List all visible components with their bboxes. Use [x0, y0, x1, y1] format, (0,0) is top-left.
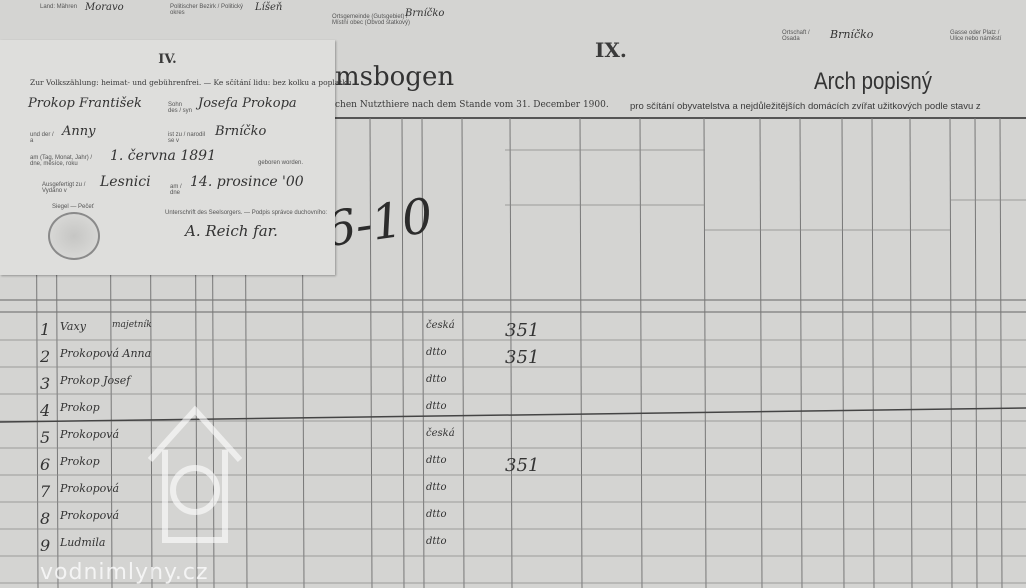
column-line: [579, 117, 583, 588]
row-number: 3: [40, 374, 51, 393]
annotation: 351: [505, 455, 540, 476]
column-line: [509, 117, 513, 588]
slip-name: Prokop František: [28, 96, 142, 111]
czech-title: Arch popisný: [814, 68, 932, 95]
column-line: [639, 117, 643, 588]
column-line: [841, 117, 845, 588]
language: dtto: [426, 509, 447, 520]
person-name: Prokop: [60, 455, 100, 468]
row-number: 7: [40, 482, 51, 501]
birth-certificate-slip: IV. Zur Volkszählung: heimat- und gebühr…: [0, 40, 354, 275]
column-line: [909, 117, 913, 588]
slip-birthdate: 1. června 1891: [110, 148, 216, 164]
commune-value: Brníčko: [405, 8, 445, 19]
person-name: Prokopová: [60, 482, 120, 495]
person-name: Prokopová: [60, 428, 120, 441]
slip-issued-date-label: am / dne: [170, 184, 182, 196]
column-line: [759, 117, 763, 588]
person-name: Ludmila: [60, 536, 106, 549]
person-name: Prokopová: [60, 509, 120, 522]
seal-label: Siegel — Pečeť: [52, 204, 94, 210]
table-row: 6 Prokop dtto 351: [0, 453, 1026, 480]
row-number: 1: [40, 320, 51, 339]
annotation: 351: [505, 320, 540, 341]
slip-birthplace: Brníčko: [215, 124, 267, 139]
column-line: [799, 117, 803, 588]
district-label: Politischer Bezirk / Politický okres: [170, 4, 244, 16]
place-label: Ortschaft / Osada: [782, 30, 810, 42]
row-number: 9: [40, 536, 51, 555]
slip-number: IV.: [158, 52, 177, 67]
language: česká: [426, 320, 455, 331]
language: dtto: [426, 455, 447, 466]
table-row: 1 Vaxy majetník česká 351: [0, 318, 1026, 345]
table-row: 2 Prokopová Anna dtto 351: [0, 345, 1026, 372]
language: dtto: [426, 401, 447, 412]
relationship: majetník: [112, 320, 152, 330]
slip-son-label: Sohn des / syn: [168, 102, 193, 114]
column-line: [369, 117, 373, 588]
german-title: msbogen: [335, 62, 455, 92]
table-row: 5 Prokopová česká: [0, 426, 1026, 453]
row-number: 8: [40, 509, 51, 528]
commune-label: Ortsgemeinde (Gutsgebiet) / Místní obec …: [332, 14, 411, 26]
language: dtto: [426, 482, 447, 493]
slip-mother-label: und der / a: [30, 132, 54, 144]
district-value: Líšeň: [255, 2, 283, 13]
column-line: [974, 117, 978, 588]
czech-subtitle: pro sčítání obyvatelstva a nejdůležitějš…: [630, 101, 981, 112]
strike-line: [0, 407, 1026, 423]
slip-born-suffix: geboren worden.: [258, 160, 304, 166]
annotation: 351: [505, 347, 540, 368]
row-number: 6: [40, 455, 51, 474]
person-name: Prokopová Anna: [60, 347, 152, 360]
column-line: [461, 117, 465, 588]
slip-born-label: ist zu / narodil se v: [168, 132, 206, 144]
slip-issued-date: 14. prosince '00: [190, 174, 304, 190]
signature-label: Unterschrift des Seelsorgers. — Podpis s…: [165, 210, 328, 216]
signature: A. Reich far.: [185, 222, 278, 240]
section-number: IX.: [595, 38, 627, 62]
column-line: [999, 117, 1003, 588]
slip-mother: Anny: [62, 124, 96, 139]
row-number: 5: [40, 428, 51, 447]
slip-issued-label: Ausgefertigt zu / Vydáno v: [42, 182, 86, 194]
land-value: Moravo: [85, 2, 124, 13]
person-name: Prokop: [60, 401, 100, 414]
slip-date-label: am (Tag, Monat, Jahr) / dne, měsíce, rok…: [30, 155, 93, 167]
column-line: [871, 117, 875, 588]
watermark-logo: [147, 405, 243, 543]
table-row: 3 Prokop Josef dtto: [0, 372, 1026, 399]
row-number: 4: [40, 401, 51, 420]
column-line: [401, 117, 405, 588]
place-value: Brníčko: [830, 28, 874, 41]
column-line: [703, 117, 707, 588]
language: dtto: [426, 536, 447, 547]
table-row: 4 Prokop dtto: [0, 399, 1026, 426]
table-row: 9 Ludmila dtto: [0, 534, 1026, 561]
seal-stamp: [48, 212, 100, 260]
person-name: Prokop Josef: [60, 374, 131, 387]
row-number: 2: [40, 347, 51, 366]
slip-header: Zur Volkszählung: heimat- und gebührenfr…: [30, 78, 355, 87]
slip-father: Josefa Prokopa: [198, 96, 297, 111]
table-row: 7 Prokopová dtto: [0, 480, 1026, 507]
language: dtto: [426, 374, 447, 385]
language: dtto: [426, 347, 447, 358]
land-label: Land: Mähren: [40, 4, 78, 10]
column-line: [949, 117, 953, 588]
person-name: Vaxy: [60, 320, 86, 333]
german-subtitle: chen Nutzthiere nach dem Stande vom 31. …: [335, 100, 609, 110]
language: česká: [426, 428, 455, 439]
watermark: vodnimlyny.cz: [40, 560, 209, 585]
house-label: Gasse oder Platz / Ulice nebo náměstí: [950, 30, 1002, 42]
table-row: 8 Prokopová dtto: [0, 507, 1026, 534]
slip-issued-place: Lesnici: [100, 174, 151, 190]
column-line: [421, 117, 425, 588]
